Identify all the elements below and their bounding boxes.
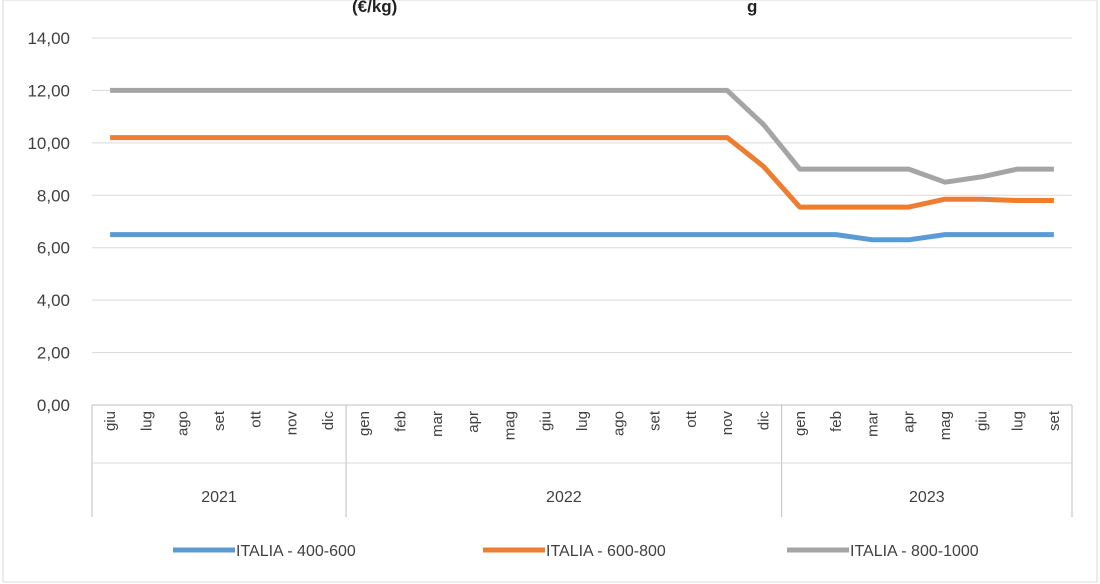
series-line-1: [110, 232, 1054, 243]
x-tick-label: mar: [429, 411, 446, 437]
legend: ITALIA - 400-600 ITALIA - 600-800 ITALIA -…: [173, 543, 979, 560]
x-tick-label: dic: [320, 411, 337, 431]
year-label: 2022: [546, 489, 582, 506]
chart-title-fragment-left: (€/kg): [352, 0, 397, 16]
x-tick-label: giu: [538, 411, 555, 431]
x-tick-label: lug: [138, 411, 155, 431]
x-tick-label: mag: [501, 411, 518, 440]
x-tick-label: lug: [1010, 411, 1027, 431]
x-tick-label: feb: [393, 411, 410, 432]
series-lines: [110, 87, 1054, 243]
legend-label: ITALIA - 600-800: [546, 543, 666, 560]
y-tick-label: 12,00: [27, 81, 70, 100]
x-tick-label: giu: [973, 411, 990, 431]
y-tick-label: 4,00: [37, 291, 70, 310]
y-tick-label: 8,00: [37, 186, 70, 205]
gridlines: [92, 37, 1072, 406]
series-line-2: [110, 135, 1054, 210]
legend-label: ITALIA - 800-1000: [850, 543, 979, 560]
y-axis-ticks: 0,00 2,00 4,00 6,00 8,00 10,00 12,00 14,00: [27, 29, 70, 415]
x-tick-label: set: [647, 410, 664, 431]
x-tick-label: apr: [901, 411, 918, 433]
x-tick-label: dic: [755, 411, 772, 431]
x-tick-label: feb: [828, 411, 845, 432]
x-tick-label: apr: [465, 411, 482, 433]
y-tick-label: 6,00: [37, 239, 70, 258]
x-tick-label: gen: [356, 411, 373, 436]
year-label: 2023: [909, 489, 945, 506]
chart-title-fragment-right: g: [747, 0, 757, 16]
x-tick-label: mag: [937, 411, 954, 440]
y-tick-label: 10,00: [27, 134, 70, 153]
x-tick-label: ott: [247, 410, 264, 428]
x-tick-label: ago: [175, 411, 192, 436]
x-axis: giu lug ago set ott nov dic gen feb mar apr mag giu l…: [91, 405, 1073, 517]
x-tick-label: nov: [284, 411, 301, 436]
x-tick-label: mar: [864, 411, 881, 437]
x-tick-label: ott: [683, 410, 700, 428]
x-tick-label: ago: [610, 411, 627, 436]
x-tick-label: nov: [719, 411, 736, 436]
x-tick-label: giu: [102, 411, 119, 431]
y-tick-label: 14,00: [27, 29, 70, 48]
x-tick-label: lug: [574, 411, 591, 431]
x-tick-label: set: [1046, 410, 1063, 431]
series-line-3: [110, 87, 1054, 185]
y-tick-label: 2,00: [37, 344, 70, 363]
year-label: 2021: [201, 489, 237, 506]
x-tick-label: set: [211, 410, 228, 431]
y-tick-label: 0,00: [37, 396, 70, 415]
legend-label: ITALIA - 400-600: [236, 543, 356, 560]
x-tick-label: gen: [792, 411, 809, 436]
